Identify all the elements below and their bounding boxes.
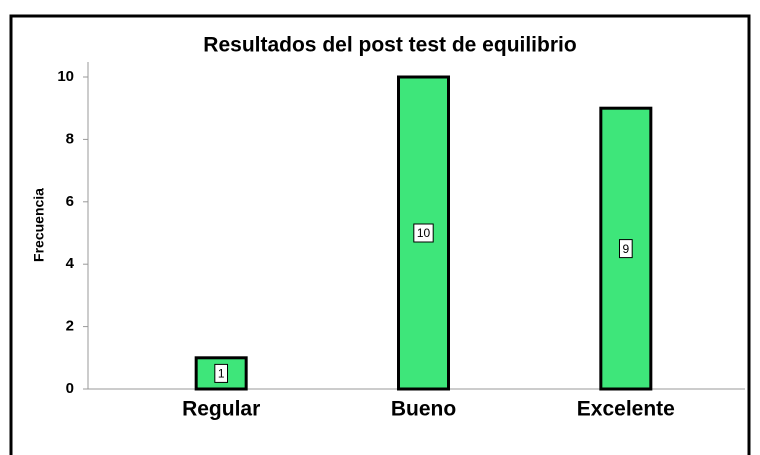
value-label: 9 [622,242,629,256]
value-label-box [618,239,633,259]
y-tick-label: 8 [66,130,74,147]
chart-title: Resultados del post test de equilibrio [203,34,576,57]
value-label-box [214,363,229,383]
y-tick-label: 6 [66,193,74,210]
value-label: 1 [218,367,225,381]
value-label: 10 [417,226,431,240]
x-tick-label: Bueno [391,398,456,421]
y-tick-label: 2 [66,318,74,335]
x-tick-label: Excelente [577,398,675,421]
value-label-box [413,223,434,243]
y-axis-label: Frecuencia [31,188,47,262]
y-tick-label: 4 [66,255,75,272]
y-tick-label: 10 [57,68,74,85]
x-tick-label: Regular [182,398,260,421]
y-tick-label: 0 [66,380,74,397]
